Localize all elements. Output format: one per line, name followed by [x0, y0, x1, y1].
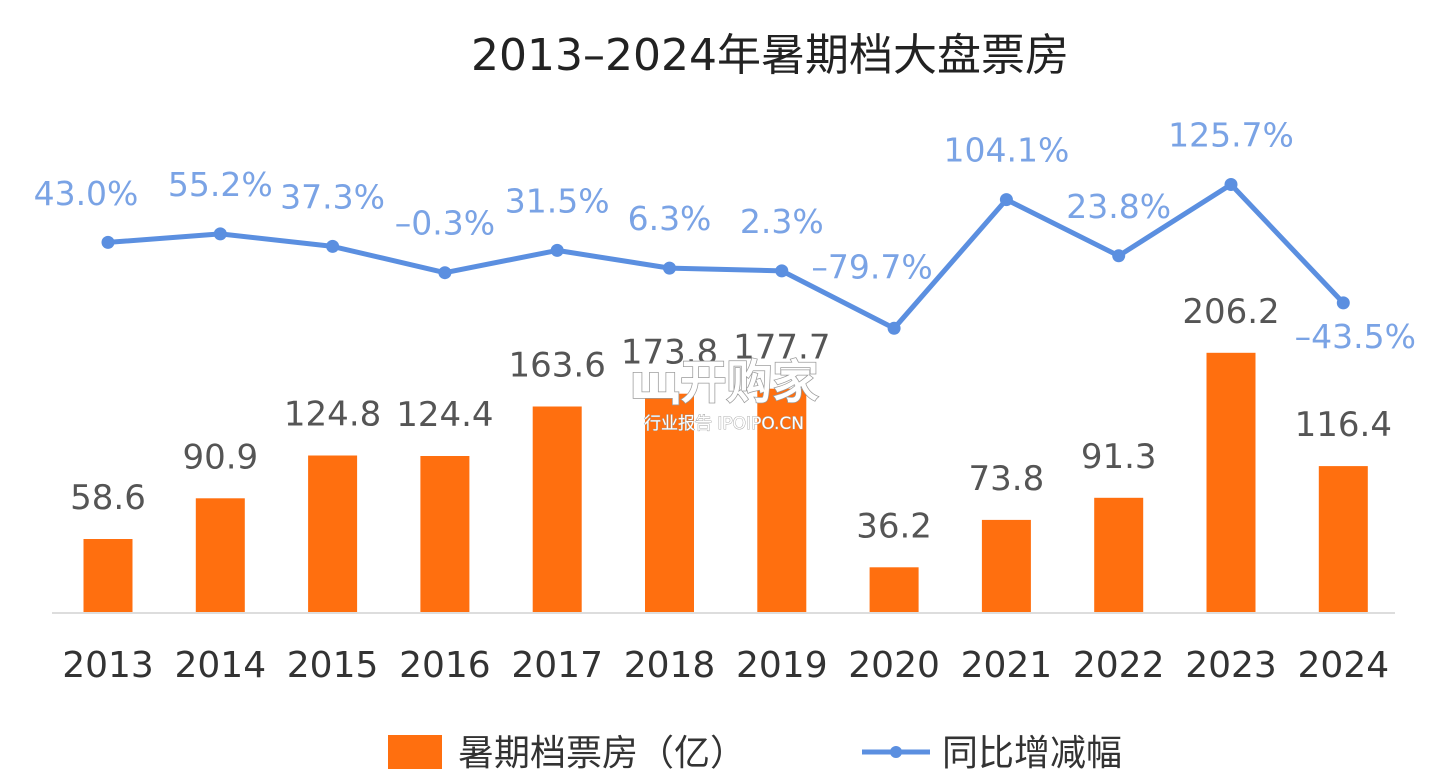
line-label-2022: 23.8%: [1066, 187, 1171, 226]
legend-label-line: 同比增减幅: [942, 733, 1122, 774]
line-point-2024: [1336, 296, 1350, 310]
line-point-2021: [999, 193, 1013, 207]
x-tick-2015: 2015: [287, 645, 379, 686]
bars-layer: [83, 352, 1368, 613]
line-labels-layer: 43.0% 55.2% 37.3% –0.3% 31.5% 6.3% 2.3% –79.7% 1…: [34, 116, 1416, 356]
x-tick-2024: 2024: [1297, 645, 1389, 686]
bar-label-2024: 116.4: [1295, 405, 1392, 445]
line-label-2016: –0.3%: [395, 204, 495, 243]
line-label-2013: 43.0%: [34, 174, 139, 213]
x-tick-2016: 2016: [399, 645, 491, 686]
line-point-2020: [887, 321, 901, 335]
bar-2015: [308, 455, 358, 613]
growth-line: [105, 182, 1346, 331]
line-point-2023: [1224, 178, 1238, 191]
bar-2019: [757, 388, 807, 613]
line-label-2023: 125.7%: [1168, 116, 1294, 155]
line-label-2024: –43.5%: [1295, 317, 1416, 356]
legend-swatch-bar: [388, 735, 442, 769]
line-label-2015: 37.3%: [280, 177, 385, 216]
bar-label-2020: 36.2: [856, 506, 932, 546]
line-layer: [101, 178, 1350, 335]
x-tick-2014: 2014: [174, 645, 266, 686]
bar-2024: [1318, 466, 1368, 613]
line-label-2021: 104.1%: [943, 131, 1069, 170]
x-tick-2020: 2020: [848, 645, 940, 686]
bar-label-2014: 90.9: [182, 437, 258, 477]
bar-label-2022: 91.3: [1081, 437, 1157, 477]
x-axis-ticks: 2013 2014 2015 2016 2017 2018 2019 2020 2021 2022…: [62, 645, 1389, 686]
x-tick-2021: 2021: [961, 645, 1053, 686]
bar-2020: [869, 567, 919, 613]
bar-2022: [1094, 497, 1144, 613]
bar-2013: [83, 539, 133, 613]
x-tick-2018: 2018: [624, 645, 716, 686]
bar-labels-layer: 58.6 90.9 124.8 124.4 163.6 173.8 177.7 36.2 73.…: [70, 292, 1392, 547]
line-point-2019: [775, 264, 789, 278]
bar-2018: [645, 393, 694, 613]
line-point-2015: [326, 239, 340, 253]
line-point-2016: [438, 266, 452, 280]
bar-2016: [420, 456, 470, 613]
line-label-2014: 55.2%: [168, 165, 273, 204]
x-tick-2022: 2022: [1073, 645, 1165, 686]
x-tick-2013: 2013: [62, 645, 154, 686]
bar-label-2018: 173.8: [621, 333, 718, 373]
line-point-2013: [101, 235, 115, 249]
legend-label-bar: 暑期档票房（亿）: [458, 733, 746, 774]
x-tick-2017: 2017: [511, 645, 603, 686]
watermark-title: щ开购家: [630, 355, 819, 409]
bar-2014: [195, 498, 245, 613]
bar-label-2013: 58.6: [70, 478, 146, 518]
bar-label-2016: 124.4: [396, 395, 493, 435]
bar-label-2021: 73.8: [969, 459, 1045, 499]
bar-2023: [1206, 352, 1256, 613]
x-tick-2023: 2023: [1185, 645, 1277, 686]
legend: 暑期档票房（亿） 同比增减幅: [388, 733, 1122, 774]
watermark: щ开购家 行业报告 IPOIPO.CN: [629, 354, 819, 434]
bar-2017: [532, 406, 582, 613]
watermark-subtitle: 行业报告 IPOIPO.CN: [644, 414, 804, 434]
line-point-2014: [213, 227, 227, 241]
bar-2021: [981, 519, 1031, 613]
line-point-2018: [663, 261, 676, 275]
chart-title: 2013–2024年暑期档大盘票房: [471, 30, 1069, 81]
bar-label-2023: 206.2: [1182, 292, 1279, 332]
x-tick-2019: 2019: [736, 645, 828, 686]
line-label-2017: 31.5%: [505, 181, 610, 220]
line-point-2022: [1112, 249, 1126, 263]
line-label-2019: 2.3%: [740, 202, 824, 241]
line-point-2017: [550, 243, 564, 257]
bar-label-2017: 163.6: [509, 346, 606, 386]
legend-swatch-dot: [890, 746, 902, 758]
bar-label-2019: 177.7: [733, 328, 830, 368]
bar-label-2015: 124.8: [284, 395, 381, 435]
line-label-2018: 6.3%: [628, 199, 712, 238]
line-label-2020: –79.7%: [811, 247, 932, 286]
